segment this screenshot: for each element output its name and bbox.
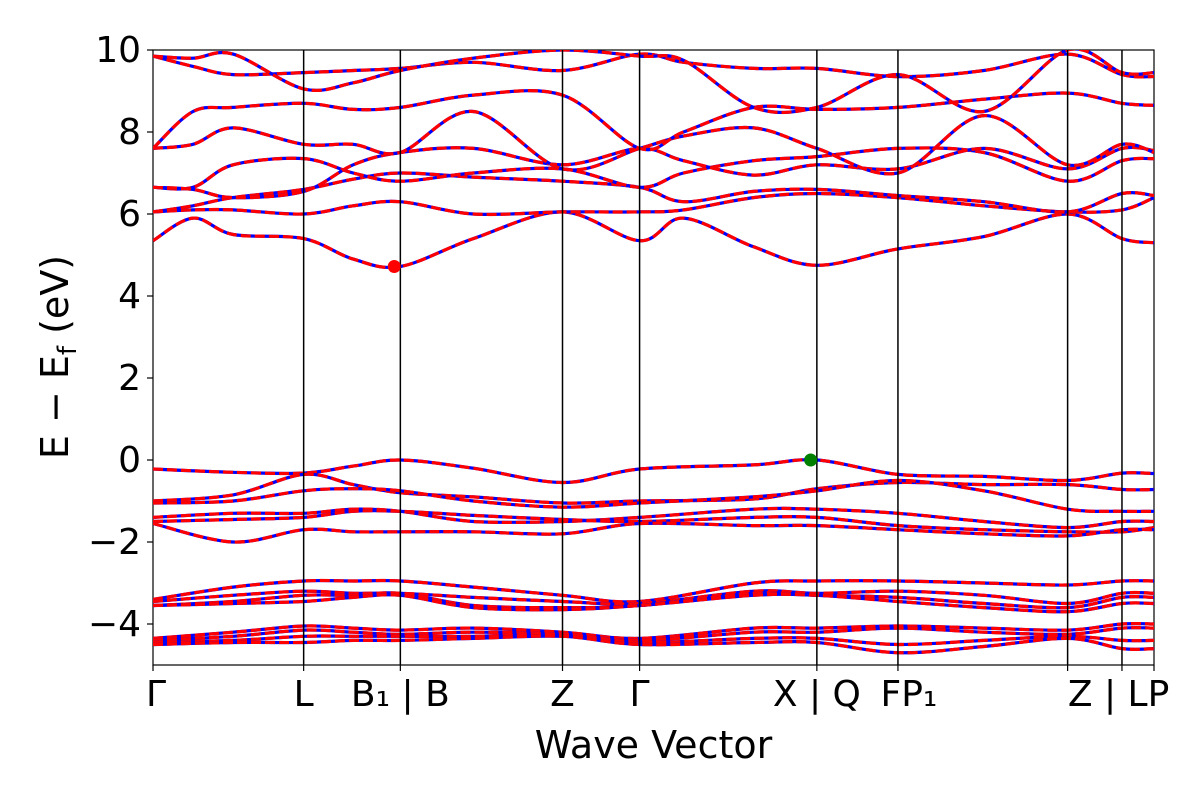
y-axis-label-main: E − E: [33, 355, 77, 459]
extrema-markers: [387, 259, 818, 467]
band-c6-dashed: [153, 109, 1154, 176]
y-tick-label: −4: [88, 604, 141, 645]
band-c2-dashed: [153, 191, 1154, 217]
y-axis-label: E − Ef (eV): [33, 255, 83, 459]
x-tick-label: Γ: [146, 674, 166, 715]
y-tick-label: 0: [118, 440, 141, 481]
marker-vbm: [804, 453, 818, 467]
y-tick-label: 8: [118, 112, 141, 153]
y-axis-label-unit: (eV): [33, 255, 77, 346]
x-tick-label: B₁ | B: [351, 674, 450, 715]
band-v8-dashed: [153, 589, 1154, 606]
x-tick-label: Z | LP: [1068, 674, 1169, 715]
x-tick-label: L: [294, 674, 314, 715]
plot-area: [152, 49, 1155, 666]
y-axis-label-subscript: f: [53, 345, 83, 355]
x-axis-label: Wave Vector: [535, 723, 773, 767]
x-axis: Γ L B₁ | B Z Γ X | Q FP₁ Z | LP: [146, 665, 1169, 715]
plot-frame: [152, 49, 1155, 666]
x-tick-label: X | Q: [773, 674, 861, 715]
band-v12-dashed: [153, 626, 1154, 643]
y-tick-label: 4: [118, 276, 141, 317]
x-tick-label: FP₁: [881, 674, 938, 715]
band-v13-dashed: [153, 632, 1154, 647]
high-symmetry-lines: [302, 50, 1123, 665]
marker-cbm: [387, 259, 401, 273]
band-c9-dashed: [153, 50, 1154, 115]
band-c5-dashed: [153, 145, 1154, 200]
band-v4-dashed: [153, 506, 1154, 530]
band-v5-dashed: [153, 509, 1154, 534]
band-v3-dashed: [153, 478, 1154, 514]
band-v10-dashed: [153, 592, 1154, 614]
y-axis: 10 8 6 4 2 0 −2 −4: [88, 30, 153, 645]
y-tick-label: 2: [118, 358, 141, 399]
bands-layer: [153, 50, 1154, 655]
y-tick-label: 6: [118, 194, 141, 235]
band-v1-dashed: [153, 458, 1154, 485]
y-tick-label: −2: [88, 522, 141, 563]
x-tick-label: Γ: [630, 674, 650, 715]
band-v2-dashed: [153, 472, 1154, 505]
x-tick-label: Z: [550, 674, 575, 715]
band-v14-dashed: [153, 634, 1154, 655]
band-c1-dashed: [153, 210, 1154, 270]
band-v11-dashed: [153, 621, 1154, 641]
y-tick-label: 10: [95, 30, 141, 71]
